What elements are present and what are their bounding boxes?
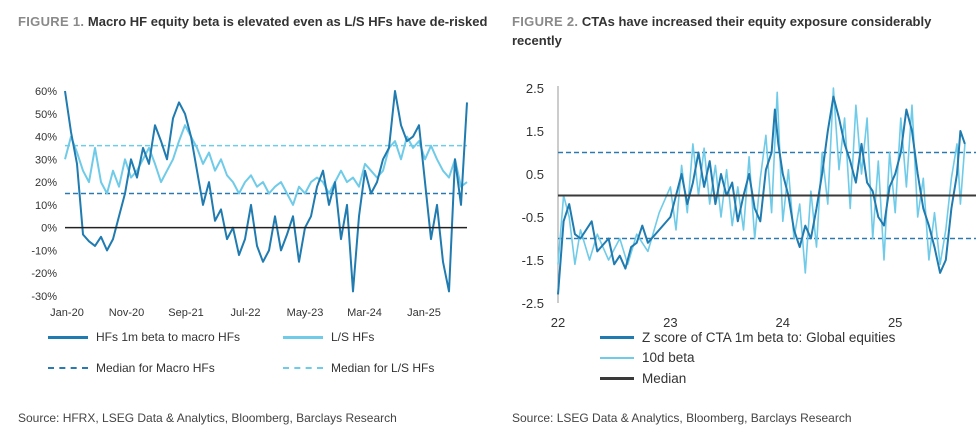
y-tick-label: -0.5 (522, 210, 544, 225)
y-tick-label: -20% (31, 268, 57, 280)
figure-2-title: FIGURE 2. CTAs have increased their equi… (512, 12, 972, 50)
legend-swatch-macro-hf-beta (48, 335, 88, 339)
figure-1-title-text: Macro HF equity beta is elevated even as… (87, 14, 488, 29)
figure-1-title: FIGURE 1. Macro HF equity beta is elevat… (18, 12, 488, 31)
legend-swatch-10d-beta (600, 356, 634, 359)
legend-item-macro-hf-beta: HFs 1m beta to macro HFs (48, 330, 240, 344)
x-tick-label: 23 (663, 315, 677, 330)
figure-2-panel: FIGURE 2. CTAs have increased their equi… (500, 0, 977, 437)
y-tick-label: -30% (31, 291, 57, 303)
y-tick-label: 0% (41, 223, 57, 235)
series-line (557, 95, 966, 295)
legend-item-cta-zscore: Z score of CTA 1m beta to: Global equiti… (600, 330, 895, 345)
legend-label-median-ls: Median for L/S HFs (331, 361, 435, 375)
y-tick-label: -1.5 (522, 253, 544, 268)
y-tick-label: 1.5 (526, 124, 544, 139)
x-tick-label: 25 (888, 315, 902, 330)
y-tick-label: -10% (31, 245, 57, 257)
x-tick-label: Jan-20 (50, 307, 84, 319)
y-tick-label: 20% (35, 177, 57, 189)
legend-swatch-ls-hfs (283, 335, 323, 339)
x-tick-label: Jul-22 (231, 307, 261, 319)
series-line (64, 124, 468, 206)
x-tick-label: May-23 (287, 307, 324, 319)
legend-item-median-ls: Median for L/S HFs (283, 361, 434, 375)
legend-swatch-median-ls (283, 367, 323, 369)
legend-label-median-macro: Median for Macro HFs (96, 361, 215, 375)
legend-swatch-cta-zscore (600, 336, 634, 339)
y-tick-label: 40% (35, 132, 57, 144)
y-tick-label: -2.5 (522, 296, 544, 311)
x-tick-label: 22 (551, 315, 565, 330)
x-tick-label: Nov-20 (109, 307, 144, 319)
legend-label-10d-beta: 10d beta (642, 350, 695, 365)
y-tick-label: 30% (35, 154, 57, 166)
figure-2-source: Source: LSEG Data & Analytics, Bloomberg… (512, 411, 852, 425)
legend-item-median: Median (600, 371, 686, 386)
legend-label-median: Median (642, 371, 687, 386)
legend-item-ls-hfs: L/S HFs (283, 330, 374, 344)
x-tick-label: 24 (776, 315, 790, 330)
legend-label-ls-hfs: L/S HFs (331, 330, 375, 344)
figure-2-number: FIGURE 2. (512, 14, 579, 29)
figure-1-panel: FIGURE 1. Macro HF equity beta is elevat… (18, 12, 488, 425)
x-tick-label: Jan-25 (407, 307, 441, 319)
y-tick-label: 0.5 (526, 167, 544, 182)
legend-label-macro-hf-beta: HFs 1m beta to macro HFs (96, 330, 241, 344)
figure-1-number: FIGURE 1. (18, 14, 85, 29)
series-line (64, 90, 468, 293)
x-tick-label: Sep-21 (168, 307, 203, 319)
legend-label-cta-zscore: Z score of CTA 1m beta to: Global equiti… (642, 330, 896, 345)
chart-2: 2.5 1.5 0.5 -0.5 -1.5 -2.5 22 23 24 25 (522, 81, 976, 330)
y-tick-label: 10% (35, 200, 57, 212)
figure-1-source: Source: HFRX, LSEG Data & Analytics, Blo… (18, 411, 397, 425)
legend-item-median-macro: Median for Macro HFs (48, 361, 215, 375)
figure-2-title-text: CTAs have increased their equity exposur… (512, 14, 932, 48)
legend-swatch-median (600, 377, 634, 380)
y-tick-label: 50% (35, 109, 57, 121)
y-tick-label: 2.5 (526, 81, 544, 96)
x-tick-label: Mar-24 (347, 307, 382, 319)
y-tick-label: 60% (35, 86, 57, 98)
chart-1: 60% 50% 40% 30% 20% 10% 0% -10% -20% -30% Jan-20 No… (31, 86, 468, 319)
series-line (557, 87, 966, 274)
legend-swatch-median-macro (48, 367, 88, 369)
legend-item-10d-beta: 10d beta (600, 350, 695, 365)
